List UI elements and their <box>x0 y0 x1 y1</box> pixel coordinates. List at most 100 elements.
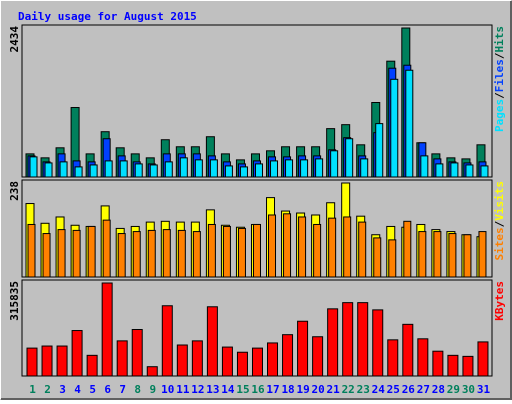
x-tick-label: 15 <box>236 383 249 396</box>
bar <box>298 216 307 278</box>
bar <box>358 221 367 278</box>
x-tick-label: 2 <box>44 383 51 396</box>
bar <box>375 123 384 178</box>
bar <box>373 237 382 278</box>
bar <box>297 320 309 377</box>
bar <box>132 231 141 278</box>
x-tick-label: 3 <box>59 383 66 396</box>
x-tick-label: 14 <box>221 383 235 396</box>
x-tick-label: 13 <box>206 383 219 396</box>
x-tick-label: 23 <box>357 383 370 396</box>
bar <box>239 166 248 178</box>
legend-separator: / <box>493 52 506 59</box>
x-tick-label: 6 <box>104 383 111 396</box>
bar <box>327 308 339 377</box>
bar <box>27 223 36 278</box>
bar <box>56 345 68 377</box>
bar <box>222 225 231 278</box>
x-tick-label: 30 <box>462 383 475 396</box>
bar <box>283 213 292 278</box>
x-tick-label: 19 <box>296 383 309 396</box>
x-tick-label: 29 <box>447 383 460 396</box>
legend-entry: Files <box>493 59 506 92</box>
bar <box>237 227 246 278</box>
legend: Pages/Files/Hits <box>493 26 506 132</box>
bar <box>74 166 83 178</box>
bar <box>131 329 143 377</box>
x-tick-label: 28 <box>432 383 445 396</box>
bar <box>71 330 83 377</box>
x-tick-label: 7 <box>119 383 126 396</box>
legend-entry: Pages <box>493 99 506 132</box>
bar <box>418 231 427 278</box>
bar <box>300 159 309 178</box>
bar <box>268 214 277 278</box>
bar <box>164 161 173 178</box>
bar <box>267 342 279 377</box>
bar <box>405 69 414 178</box>
x-tick-label: 31 <box>477 383 491 396</box>
x-tick-label: 21 <box>327 383 341 396</box>
x-tick-label: 4 <box>74 383 81 396</box>
x-tick-label: 8 <box>134 383 141 396</box>
y-max-label: 2434 <box>8 26 21 53</box>
x-tick-label: 24 <box>372 383 386 396</box>
bar <box>312 336 324 377</box>
x-tick-label: 16 <box>251 383 265 396</box>
bar <box>44 162 53 178</box>
bar <box>254 163 263 178</box>
bar <box>462 355 474 377</box>
bar <box>221 346 233 377</box>
bar <box>57 229 66 278</box>
bar <box>390 78 399 178</box>
bar <box>450 162 459 178</box>
x-tick-label: 10 <box>161 383 174 396</box>
x-tick-label: 27 <box>417 383 430 396</box>
bar <box>420 155 429 178</box>
x-tick-label: 5 <box>89 383 96 396</box>
bar <box>417 338 429 377</box>
bar <box>194 159 203 178</box>
bar <box>59 161 68 178</box>
bar <box>147 229 156 278</box>
x-tick-label: 22 <box>342 383 355 396</box>
legend-entry: Sites <box>493 227 506 260</box>
bar <box>477 341 489 377</box>
bar <box>478 231 487 278</box>
bar <box>388 239 397 278</box>
x-tick-label: 18 <box>281 383 294 396</box>
bar <box>101 282 113 377</box>
bar <box>448 233 457 278</box>
bar <box>224 165 233 178</box>
legend-separator: / <box>493 92 506 99</box>
legend-separator: / <box>493 220 506 227</box>
bar <box>72 229 81 278</box>
legend-entry: Hits <box>493 26 506 53</box>
bar <box>433 231 442 278</box>
bar <box>42 233 51 278</box>
x-tick-label: 25 <box>387 383 400 396</box>
bar <box>207 223 216 278</box>
bar <box>463 234 472 278</box>
legend-entry: KBytes <box>493 281 506 321</box>
bar <box>372 309 384 377</box>
bar <box>403 220 412 278</box>
x-tick-label: 20 <box>312 383 325 396</box>
bar <box>285 159 294 178</box>
x-tick-label: 1 <box>29 383 36 396</box>
x-tick-label: 9 <box>149 383 156 396</box>
x-tick-label: 17 <box>266 383 279 396</box>
bar <box>192 231 201 278</box>
bar <box>206 306 218 377</box>
bar <box>89 164 98 178</box>
x-tick-label: 26 <box>402 383 416 396</box>
bar <box>360 158 369 178</box>
bar <box>343 216 352 278</box>
bar <box>102 219 111 278</box>
bar <box>236 351 248 377</box>
bar <box>179 157 188 178</box>
bar <box>447 354 459 377</box>
bar <box>328 217 337 278</box>
legend: Sites/Visits <box>493 181 506 261</box>
